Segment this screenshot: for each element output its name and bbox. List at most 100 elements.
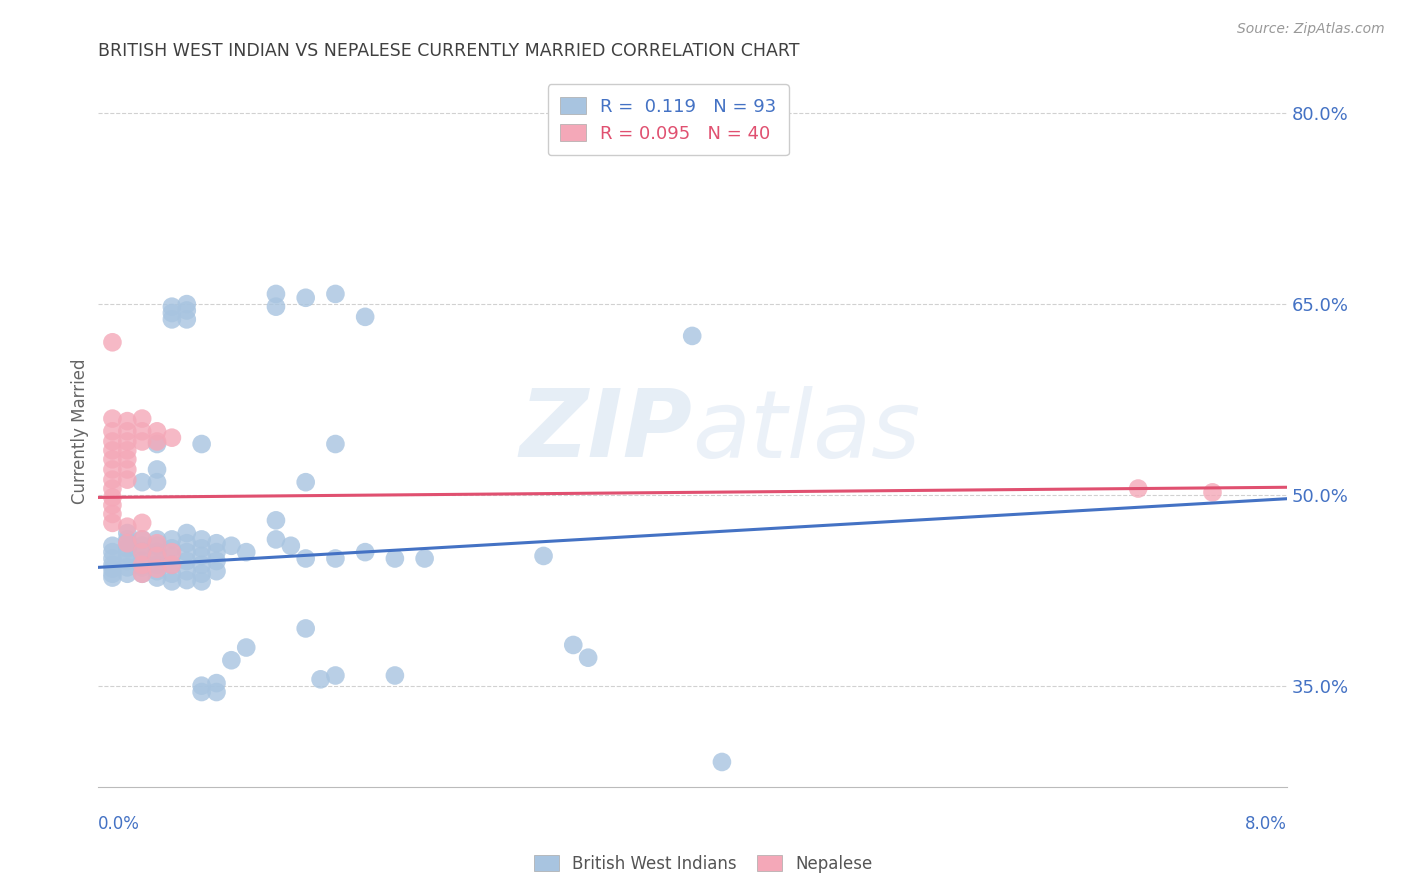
Point (131, 516, 153, 530)
Point (221, 539, 243, 553)
Point (710, 755, 733, 769)
Point (190, 685, 212, 699)
Point (264, 287, 287, 301)
Point (160, 306, 183, 320)
Point (101, 443, 124, 458)
Point (160, 574, 183, 589)
Point (190, 541, 212, 556)
Point (117, 536, 139, 550)
Point (160, 558, 183, 572)
Point (160, 533, 183, 547)
Point (190, 558, 212, 572)
Point (160, 549, 183, 563)
Point (101, 425, 124, 439)
Point (101, 452, 124, 467)
Point (146, 558, 169, 572)
Point (146, 551, 169, 566)
Point (101, 462, 124, 476)
Point (146, 533, 169, 547)
Text: ZIP: ZIP (519, 385, 692, 477)
Point (264, 513, 287, 527)
Point (294, 622, 316, 636)
Point (176, 536, 198, 550)
Point (176, 573, 198, 587)
Point (160, 558, 183, 572)
Point (131, 554, 153, 568)
Point (190, 566, 212, 581)
Point (146, 539, 169, 553)
Point (131, 566, 153, 581)
Point (146, 536, 169, 550)
Point (117, 414, 139, 428)
Point (160, 541, 183, 556)
Point (205, 685, 228, 699)
Point (325, 287, 347, 301)
Point (117, 548, 139, 562)
Point (131, 425, 153, 439)
Point (146, 425, 169, 439)
Point (576, 650, 599, 665)
Point (131, 475, 153, 490)
Point (205, 676, 228, 690)
Point (131, 533, 153, 547)
Point (146, 549, 169, 563)
Point (160, 312, 183, 326)
Point (562, 638, 585, 652)
Point (101, 482, 124, 496)
Point (146, 545, 169, 559)
Point (101, 545, 124, 559)
Point (235, 640, 257, 655)
Point (325, 551, 347, 566)
Legend: R =  0.119   N = 93, R = 0.095   N = 40: R = 0.119 N = 93, R = 0.095 N = 40 (548, 84, 789, 155)
Point (117, 566, 139, 581)
Point (146, 562, 169, 576)
Point (146, 475, 169, 490)
Point (131, 566, 153, 581)
Point (101, 570, 124, 584)
Point (101, 411, 124, 425)
Point (131, 545, 153, 559)
Point (264, 533, 287, 547)
Point (146, 437, 169, 451)
Point (101, 335, 124, 350)
Point (354, 310, 377, 324)
Point (384, 551, 406, 566)
Point (117, 434, 139, 449)
Point (101, 498, 124, 512)
Point (160, 431, 183, 445)
Point (354, 545, 377, 559)
Point (176, 297, 198, 311)
Point (117, 519, 139, 533)
Point (146, 564, 169, 578)
Point (131, 539, 153, 553)
Point (131, 533, 153, 547)
Point (205, 554, 228, 568)
Point (325, 668, 347, 682)
Text: Source: ZipAtlas.com: Source: ZipAtlas.com (1237, 22, 1385, 37)
Text: 0.0%: 0.0% (97, 815, 139, 833)
Point (117, 554, 139, 568)
Point (131, 434, 153, 449)
Point (235, 545, 257, 559)
Point (205, 536, 228, 550)
Text: 8.0%: 8.0% (1244, 815, 1286, 833)
Point (160, 566, 183, 581)
Point (384, 668, 406, 682)
Point (190, 549, 212, 563)
Point (117, 533, 139, 547)
Point (176, 554, 198, 568)
Point (131, 560, 153, 574)
Point (117, 425, 139, 439)
Point (176, 526, 198, 541)
Point (160, 300, 183, 314)
Point (1128, 482, 1150, 496)
Point (101, 566, 124, 581)
Point (280, 539, 302, 553)
Point (1201, 485, 1223, 500)
Point (131, 558, 153, 572)
Point (146, 462, 169, 476)
Point (205, 564, 228, 578)
Point (117, 443, 139, 458)
Point (117, 473, 139, 487)
Text: atlas: atlas (692, 386, 921, 477)
